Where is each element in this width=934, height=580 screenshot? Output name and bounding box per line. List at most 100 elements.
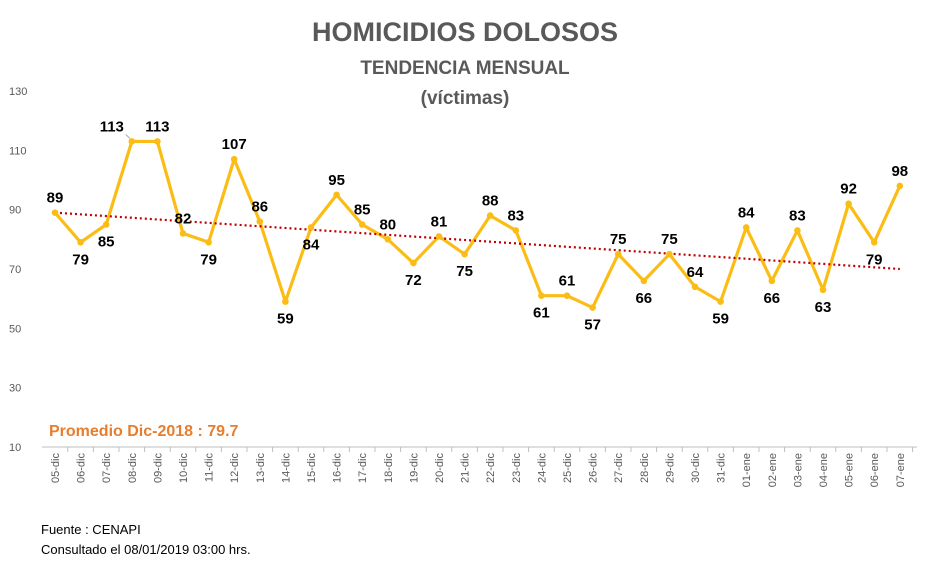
y-tick-label: 90 xyxy=(9,205,21,217)
data-point xyxy=(538,292,545,300)
data-label: 113 xyxy=(100,118,124,135)
data-point xyxy=(794,227,801,234)
data-label: 113 xyxy=(145,118,169,135)
data-label: 86 xyxy=(251,199,268,216)
data-label: 61 xyxy=(559,273,576,290)
chart-subtitle: TENDENCIA MENSUAL xyxy=(360,58,570,79)
x-tick-label: 14-dic xyxy=(280,453,292,483)
trend-line xyxy=(54,211,900,271)
data-label: 98 xyxy=(891,163,908,180)
data-point xyxy=(205,239,212,246)
data-label: 88 xyxy=(482,193,499,210)
data-point xyxy=(128,138,136,145)
data-label: 95 xyxy=(328,172,345,189)
x-tick-label: 22-dic xyxy=(485,453,497,483)
data-point xyxy=(410,259,417,267)
x-tick-label: 09-dic xyxy=(152,453,164,483)
x-tick-label: 06-ene xyxy=(869,453,881,487)
data-point xyxy=(486,212,494,219)
data-labels: 89 79 85 113 113 82 79 107 86 59 84 95 85 80 72 81 75 88 8… xyxy=(47,118,908,333)
y-tick-label: 30 xyxy=(9,383,21,395)
data-point xyxy=(640,277,648,285)
x-tick-label: 25-dic xyxy=(562,453,574,483)
x-tick-label: 28-dic xyxy=(639,453,651,483)
data-label: 85 xyxy=(98,234,115,251)
data-label: 92 xyxy=(840,181,857,198)
data-point xyxy=(333,191,340,199)
data-label: 59 xyxy=(277,311,294,328)
x-tick-label: 21-dic xyxy=(460,453,472,483)
chart-unit: (víctimas) xyxy=(421,88,510,109)
source-note: Fuente : CENAPI xyxy=(41,522,141,537)
x-tick-label: 07-dic xyxy=(101,453,113,483)
x-tick-label: 16-dic xyxy=(332,453,344,483)
data-point xyxy=(614,250,622,258)
data-label: 66 xyxy=(635,290,652,307)
data-point xyxy=(896,182,904,190)
label-leader-line xyxy=(125,134,131,139)
data-point xyxy=(742,224,750,231)
data-point xyxy=(282,298,289,305)
x-tick-label: 01-ene xyxy=(741,453,753,487)
data-label: 83 xyxy=(507,207,524,224)
y-tick-label: 70 xyxy=(9,264,21,276)
x-tick-label: 15-dic xyxy=(306,453,318,483)
data-label: 75 xyxy=(661,231,678,248)
x-tick-label: 18-dic xyxy=(383,453,395,483)
x-tick-label: 24-dic xyxy=(536,453,548,483)
average-label: Promedio Dic-2018 : 79.7 xyxy=(49,423,239,440)
data-label: 84 xyxy=(738,204,755,221)
x-axis: 05-dic 06-dic 07-dic 08-dic 09-dic 10-dic 11-d… xyxy=(50,447,914,487)
data-label: 80 xyxy=(379,216,396,233)
data-points xyxy=(51,138,904,311)
data-label: 82 xyxy=(175,210,192,227)
y-axis: 10 30 50 70 90 110 130 xyxy=(9,86,27,454)
data-point xyxy=(717,298,724,305)
data-point xyxy=(77,239,84,246)
x-tick-label: 29-dic xyxy=(664,453,676,483)
data-point xyxy=(51,209,59,216)
x-tick-label: 05-dic xyxy=(50,453,62,483)
data-point xyxy=(435,233,443,240)
data-label: 64 xyxy=(687,264,704,281)
x-tick-label: 03-ene xyxy=(792,453,804,487)
data-label: 75 xyxy=(456,263,473,280)
x-tick-label: 04-ene xyxy=(818,453,830,487)
data-label: 66 xyxy=(763,290,780,307)
consulted-note: Consultado el 08/01/2019 03:00 hrs. xyxy=(41,542,251,557)
data-point xyxy=(256,218,264,225)
data-point xyxy=(563,292,571,300)
data-point xyxy=(589,304,596,311)
data-point xyxy=(461,250,468,258)
x-tick-label: 10-dic xyxy=(178,453,190,483)
data-label: 107 xyxy=(222,136,247,153)
data-label: 84 xyxy=(303,236,320,253)
x-tick-label: 07-ene xyxy=(895,453,907,487)
data-label: 83 xyxy=(789,207,806,224)
data-point xyxy=(102,221,110,228)
data-label: 63 xyxy=(815,299,832,316)
data-point xyxy=(179,230,187,237)
data-point xyxy=(768,277,776,285)
series-line xyxy=(53,139,902,310)
x-tick-label: 31-dic xyxy=(716,453,728,483)
y-tick-label: 10 xyxy=(9,442,21,454)
data-label: 57 xyxy=(584,317,601,334)
x-tick-label: 26-dic xyxy=(588,453,600,483)
data-label: 75 xyxy=(610,231,627,248)
series-homicidios xyxy=(53,139,902,310)
x-tick-label: 11-dic xyxy=(204,453,216,483)
trendline xyxy=(54,211,900,271)
x-tick-label: 27-dic xyxy=(613,453,625,483)
data-label: 61 xyxy=(533,305,550,322)
data-point xyxy=(845,200,852,208)
x-tick-label: 02-ene xyxy=(767,453,779,487)
chart-title: HOMICIDIOS DOLOSOS xyxy=(312,17,618,47)
data-point xyxy=(307,224,315,231)
data-point xyxy=(691,283,699,291)
data-point xyxy=(154,138,161,145)
y-tick-label: 130 xyxy=(9,86,27,98)
data-point xyxy=(384,236,392,243)
x-tick-label: 17-dic xyxy=(357,453,369,483)
